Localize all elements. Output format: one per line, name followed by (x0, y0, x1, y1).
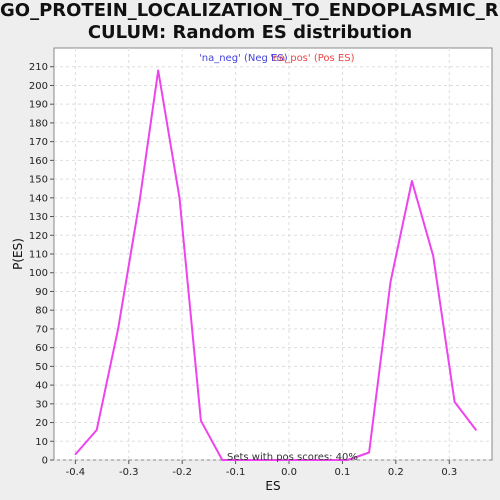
data-point (200, 419, 202, 422)
pos-scores-annotation: Sets with pos scores: 40% (227, 452, 358, 463)
data-point (346, 459, 349, 461)
data-point (411, 180, 413, 182)
y-tick-label: 200 (29, 81, 48, 92)
data-point (242, 459, 245, 461)
data-point (288, 459, 290, 461)
data-point (432, 255, 435, 257)
y-tick-label: 180 (29, 118, 48, 129)
data-point (117, 328, 119, 330)
y-tick-label: 0 (42, 456, 48, 467)
x-tick-label: 0.1 (334, 467, 350, 478)
y-axis-title: P(ES) (11, 238, 25, 270)
x-tick-label: 0.3 (441, 467, 457, 478)
data-point (475, 429, 477, 431)
y-tick-label: 90 (35, 287, 48, 298)
y-tick-label: 50 (35, 362, 48, 373)
y-tick-label: 120 (29, 231, 48, 242)
y-tick-label: 190 (29, 100, 48, 111)
es-distribution-line (74, 69, 477, 461)
y-tick-label: 10 (35, 437, 48, 448)
data-point (309, 459, 312, 461)
y-tick-label: 160 (29, 156, 48, 167)
legend-item-pos: 'na_pos' (Pos ES) (270, 53, 355, 64)
y-tick-label: 170 (29, 137, 48, 148)
y-tick-label: 100 (29, 268, 48, 279)
x-tick-label: -0.1 (226, 467, 246, 478)
axes: 0 10 20 30 40 50 60 70 80 90 100 110 120 130 140 150 160… (29, 62, 457, 478)
x-tick-label: -0.4 (66, 467, 86, 478)
y-tick-label: 30 (35, 399, 48, 410)
data-point (221, 459, 224, 461)
data-point (157, 69, 159, 72)
data-point (95, 429, 98, 431)
grid (54, 48, 492, 461)
y-tick-label: 130 (29, 212, 48, 223)
y-tick-label: 110 (29, 250, 48, 261)
data-point (368, 451, 370, 454)
data-point (453, 401, 456, 403)
series-layer (74, 69, 477, 461)
chart-title: GO_PROTEIN_LOCALIZATION_TO_ENDOPLASMIC_R… (0, 0, 500, 43)
x-axis-title: ES (265, 479, 280, 493)
y-tick-label: 80 (35, 306, 48, 317)
y-tick-label: 60 (35, 343, 48, 354)
data-point (178, 197, 181, 199)
y-tick-label: 150 (29, 175, 48, 186)
data-point (389, 281, 392, 283)
y-tick-label: 70 (35, 324, 48, 335)
y-tick-label: 20 (35, 418, 48, 429)
x-tick-label: 0.0 (281, 467, 297, 478)
data-point (264, 459, 266, 461)
x-tick-label: 0.2 (388, 467, 404, 478)
y-tick-label: 140 (29, 193, 48, 204)
legend-item-neg: 'na_neg' (Neg ES) (199, 53, 288, 64)
x-tick-label: -0.2 (172, 467, 192, 478)
data-point (138, 200, 141, 203)
y-tick-label: 40 (35, 381, 48, 392)
x-tick-label: -0.3 (119, 467, 139, 478)
data-point (330, 459, 333, 461)
data-point (74, 453, 77, 456)
legend: 'na_neg' (Neg ES) 'na_pos' (Pos ES) (199, 53, 355, 64)
y-tick-label: 210 (29, 62, 48, 73)
